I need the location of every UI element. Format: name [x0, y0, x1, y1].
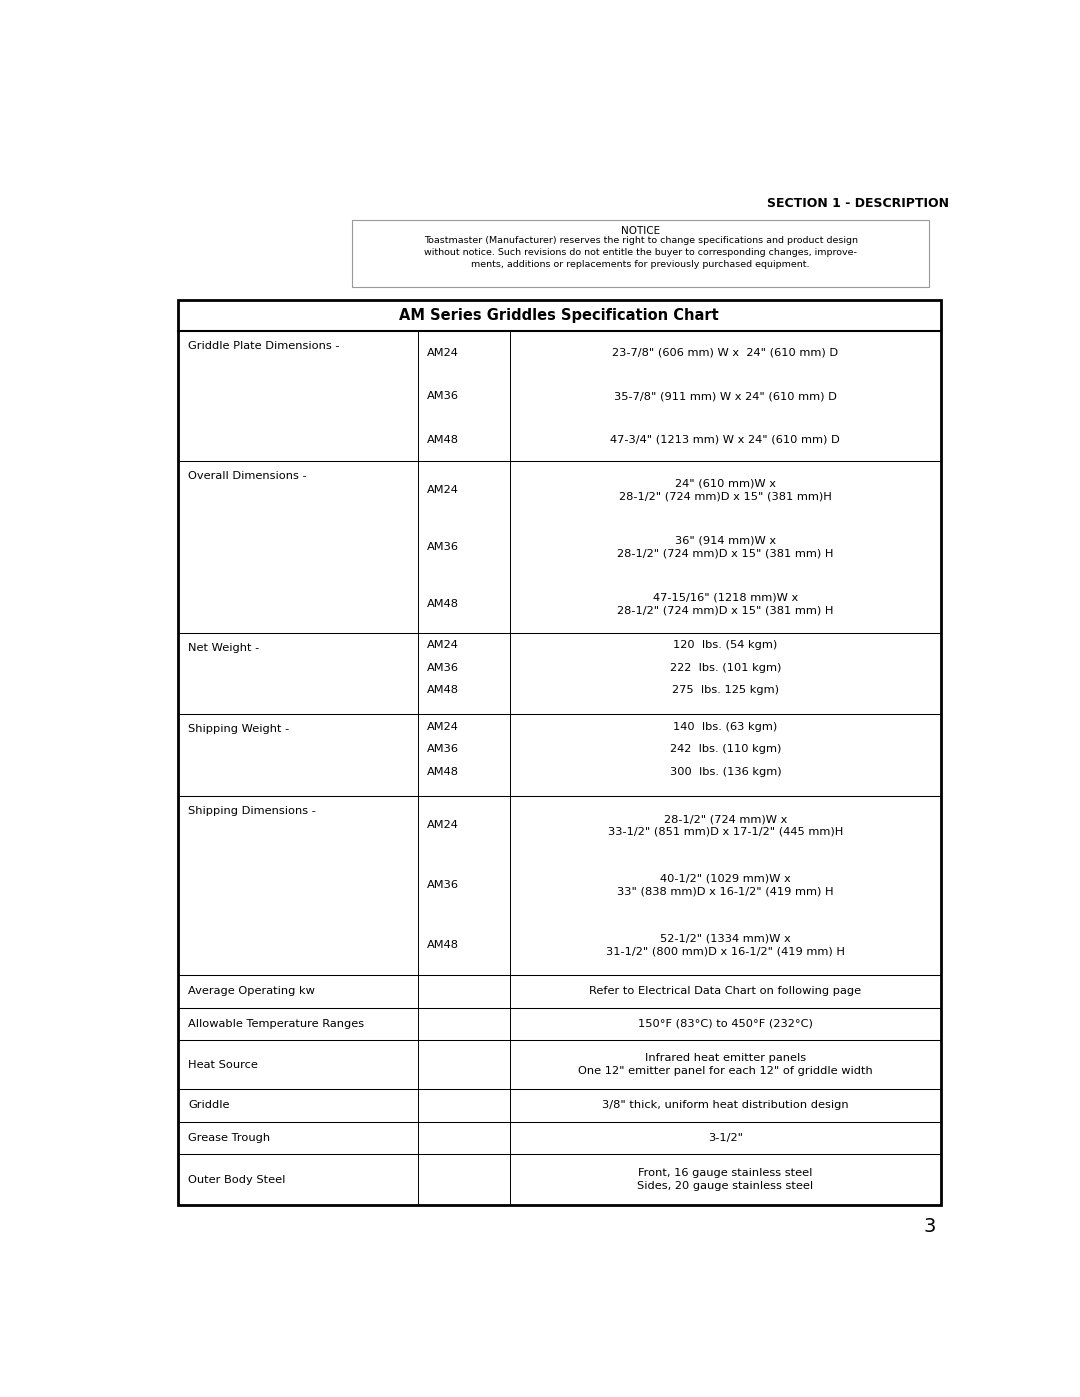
- Text: AM48: AM48: [428, 940, 459, 950]
- Text: 3/8" thick, uniform heat distribution design: 3/8" thick, uniform heat distribution de…: [602, 1101, 849, 1111]
- Text: AM24: AM24: [428, 820, 459, 830]
- Text: AM48: AM48: [428, 599, 459, 609]
- Text: Overall Dimensions -: Overall Dimensions -: [189, 471, 307, 482]
- Text: 23-7/8" (606 mm) W x  24" (610 mm) D: 23-7/8" (606 mm) W x 24" (610 mm) D: [612, 348, 838, 358]
- Text: AM24: AM24: [428, 721, 459, 732]
- Text: AM36: AM36: [428, 745, 459, 754]
- Text: Grease Trough: Grease Trough: [189, 1133, 271, 1143]
- Text: 35-7/8" (911 mm) W x 24" (610 mm) D: 35-7/8" (911 mm) W x 24" (610 mm) D: [613, 391, 837, 401]
- Text: 300  lbs. (136 kgm): 300 lbs. (136 kgm): [670, 767, 781, 777]
- Text: Heat Source: Heat Source: [189, 1059, 258, 1070]
- Text: AM48: AM48: [428, 434, 459, 444]
- Bar: [177, 300, 941, 1204]
- Text: 242  lbs. (110 kgm): 242 lbs. (110 kgm): [670, 745, 781, 754]
- Text: AM Series Griddles Specification Chart: AM Series Griddles Specification Chart: [400, 307, 719, 323]
- Text: Average Operating kw: Average Operating kw: [189, 986, 315, 996]
- Text: 40-1/2" (1029 mm)W x
33" (838 mm)D x 16-1/2" (419 mm) H: 40-1/2" (1029 mm)W x 33" (838 mm)D x 16-…: [617, 875, 834, 897]
- Text: 47-3/4" (1213 mm) W x 24" (610 mm) D: 47-3/4" (1213 mm) W x 24" (610 mm) D: [610, 434, 840, 444]
- Text: Shipping Weight -: Shipping Weight -: [189, 724, 289, 733]
- Text: 140  lbs. (63 kgm): 140 lbs. (63 kgm): [673, 721, 778, 732]
- Text: AM36: AM36: [428, 662, 459, 672]
- Text: AM48: AM48: [428, 767, 459, 777]
- Text: 222  lbs. (101 kgm): 222 lbs. (101 kgm): [670, 662, 781, 672]
- Text: Outer Body Steel: Outer Body Steel: [189, 1175, 286, 1185]
- Text: AM36: AM36: [428, 880, 459, 890]
- Text: Infrared heat emitter panels
One 12" emitter panel for each 12" of griddle width: Infrared heat emitter panels One 12" emi…: [578, 1053, 873, 1076]
- Text: 3: 3: [923, 1217, 935, 1236]
- Text: AM24: AM24: [428, 485, 459, 495]
- Text: AM24: AM24: [428, 348, 459, 358]
- Text: Allowable Temperature Ranges: Allowable Temperature Ranges: [189, 1018, 365, 1028]
- Text: AM36: AM36: [428, 391, 459, 401]
- Text: 3-1/2": 3-1/2": [707, 1133, 743, 1143]
- Text: Toastmaster (Manufacturer) reserves the right to change specifications and produ: Toastmaster (Manufacturer) reserves the …: [423, 236, 858, 270]
- Text: AM48: AM48: [428, 686, 459, 696]
- Text: Griddle: Griddle: [189, 1101, 230, 1111]
- Text: Shipping Dimensions -: Shipping Dimensions -: [189, 806, 316, 816]
- Text: 275  lbs. 125 kgm): 275 lbs. 125 kgm): [672, 686, 779, 696]
- Text: Griddle Plate Dimensions -: Griddle Plate Dimensions -: [189, 341, 340, 351]
- Text: 47-15/16" (1218 mm)W x
28-1/2" (724 mm)D x 15" (381 mm) H: 47-15/16" (1218 mm)W x 28-1/2" (724 mm)D…: [617, 592, 834, 616]
- Text: 28-1/2" (724 mm)W x
33-1/2" (851 mm)D x 17-1/2" (445 mm)H: 28-1/2" (724 mm)W x 33-1/2" (851 mm)D x …: [608, 814, 843, 837]
- Bar: [352, 219, 930, 286]
- Text: Front, 16 gauge stainless steel
Sides, 20 gauge stainless steel: Front, 16 gauge stainless steel Sides, 2…: [637, 1168, 813, 1192]
- Text: 24" (610 mm)W x
28-1/2" (724 mm)D x 15" (381 mm)H: 24" (610 mm)W x 28-1/2" (724 mm)D x 15" …: [619, 478, 832, 502]
- Text: 52-1/2" (1334 mm)W x
31-1/2" (800 mm)D x 16-1/2" (419 mm) H: 52-1/2" (1334 mm)W x 31-1/2" (800 mm)D x…: [606, 933, 845, 957]
- Text: Net Weight -: Net Weight -: [189, 643, 259, 652]
- Text: AM24: AM24: [428, 640, 459, 650]
- Text: 120  lbs. (54 kgm): 120 lbs. (54 kgm): [673, 640, 778, 650]
- Text: NOTICE: NOTICE: [621, 226, 660, 236]
- Text: SECTION 1 - DESCRIPTION: SECTION 1 - DESCRIPTION: [767, 197, 948, 210]
- Text: Refer to Electrical Data Chart on following page: Refer to Electrical Data Chart on follow…: [590, 986, 862, 996]
- Text: 36" (914 mm)W x
28-1/2" (724 mm)D x 15" (381 mm) H: 36" (914 mm)W x 28-1/2" (724 mm)D x 15" …: [617, 535, 834, 559]
- Text: AM36: AM36: [428, 542, 459, 552]
- Text: 150°F (83°C) to 450°F (232°C): 150°F (83°C) to 450°F (232°C): [638, 1018, 813, 1028]
